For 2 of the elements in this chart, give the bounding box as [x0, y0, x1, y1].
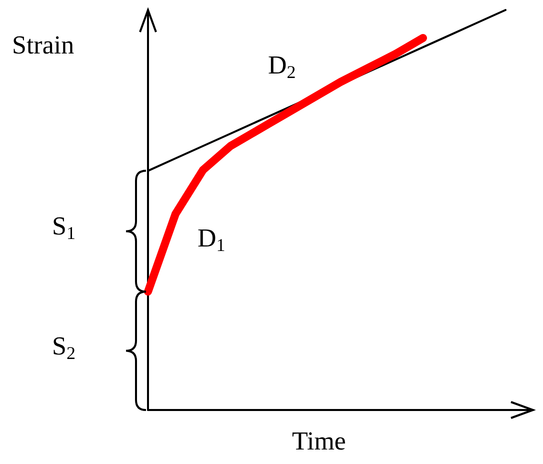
y-axis-title: Strain [12, 30, 74, 60]
x-axis-title: Time [292, 426, 346, 456]
